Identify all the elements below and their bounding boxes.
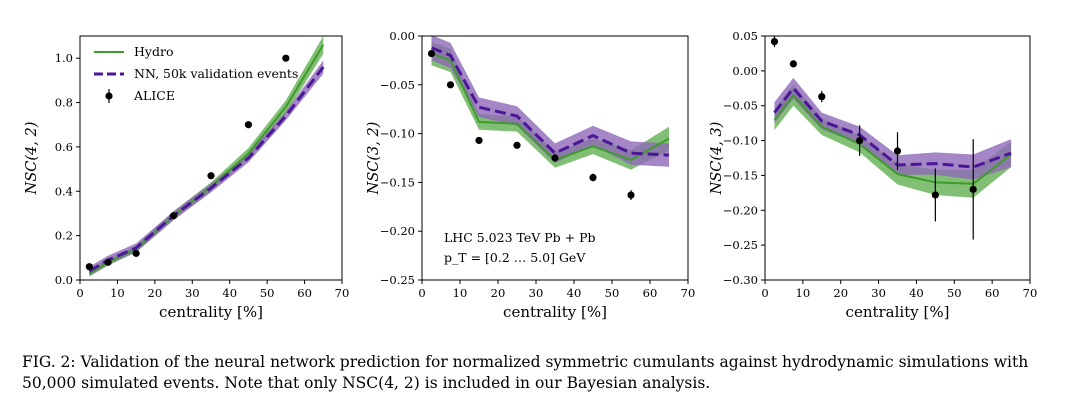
panel-nsc32-ytick-label: −0.05: [380, 78, 415, 92]
panel-nsc42-alice-point: [207, 172, 215, 180]
panel-nsc43-xtick-label: 40: [909, 286, 924, 300]
panel-nsc42-xtick-label: 70: [335, 286, 350, 300]
panel-nsc32-alice-point: [551, 154, 559, 162]
panel-nsc43-alice-point: [931, 191, 939, 199]
panel-nsc43-ytick-label: −0.25: [723, 238, 758, 252]
panel-nsc32-ytick-label: −0.15: [380, 175, 415, 189]
panel-nsc32-alice-point: [446, 81, 455, 89]
panel-nsc42-nn-line: [88, 66, 325, 273]
panel-nsc32-frame: [421, 35, 689, 281]
panel-nsc42-xtick-label: 0: [76, 286, 83, 300]
panel-nsc32-alice-point: [627, 191, 635, 199]
panel-nsc42-ytick-label: 1.0: [55, 51, 73, 65]
panel-nsc42-alice-point: [244, 121, 253, 129]
legend-label: NN, 50k validation events: [134, 66, 298, 81]
panel-nsc43-alice-point: [789, 60, 797, 68]
panel-nsc43-hydro-line: [773, 93, 1012, 185]
panel-nsc43-xtick-label: 60: [985, 286, 1000, 300]
panel-nsc32-xtick-label: 20: [491, 286, 506, 300]
panel-nsc42-ytick-label: 0.2: [55, 229, 73, 243]
panel-nsc43-alice-point: [818, 93, 826, 101]
panel-nsc32-hydro-line: [431, 52, 670, 162]
panel-nsc42-nn-band: [89, 60, 324, 276]
panel-nsc43-ytick-label: −0.20: [723, 203, 758, 217]
panel-nsc32: 0 10 20 30 40 50 60 70 0.00 −0.05 −0.10 −0.15 −0.20 −…: [366, 29, 695, 321]
figure: 0 10 20 30 40 50 60 70 0.0 0.2 0.4 0.6 0.8 1.0 central…: [24, 29, 1037, 321]
panel-nsc32-xtick-label: 40: [567, 286, 582, 300]
panel-nsc42-xtick-label: 20: [148, 286, 163, 300]
panel-nsc43-alice-point: [856, 136, 864, 145]
panel-nsc42-hydro-line: [88, 44, 325, 275]
panel-nsc32-xtick-label: 10: [453, 286, 468, 300]
panel-nsc32-plot-area: [430, 36, 670, 170]
panel-nsc32-annotation-line2: p_T = [0.2 … 5.0] GeV: [444, 250, 586, 265]
panel-nsc32-alice-point: [513, 141, 521, 149]
panel-nsc43-xtick-label: 0: [761, 286, 768, 300]
panel-nsc42-ytick-label: 0.0: [55, 273, 73, 287]
panel-nsc42: 0 10 20 30 40 50 60 70 0.0 0.2 0.4 0.6 0.8 1.0 central…: [24, 35, 350, 321]
panel-nsc42-xtick-label: 50: [260, 286, 275, 300]
panel-nsc32-xtick-label: 70: [681, 286, 696, 300]
panel-nsc42-xtick-label: 10: [110, 286, 125, 300]
panel-nsc32-alice-point: [427, 49, 436, 58]
panel-nsc43-xtick-label: 70: [1023, 286, 1038, 300]
panel-nsc43-xtick-label: 10: [796, 286, 811, 300]
panel-nsc32-ytick-label: −0.25: [380, 273, 415, 287]
panel-nsc32-ytick-label: 0.00: [389, 29, 415, 43]
legend-label: ALICE: [133, 88, 175, 103]
panel-nsc42-alice-point: [85, 263, 93, 271]
panel-nsc32-ylabel: NSC(3, 2): [366, 122, 382, 196]
panel-nsc43-ylabel: NSC(4, 3): [709, 122, 725, 196]
panel-nsc42-frame: [79, 35, 343, 281]
panel-nsc43-alice-point: [969, 185, 977, 193]
panel-nsc42-alice-point: [169, 212, 178, 220]
panel-nsc42-alice-point: [132, 249, 140, 257]
panel-nsc42-ytick-label: 0.6: [55, 140, 73, 154]
panel-nsc43-xtick-label: 50: [947, 286, 962, 300]
panel-nsc43-ytick-label: 0.00: [732, 64, 758, 78]
panel-nsc42-ytick-label: 0.4: [55, 184, 73, 198]
panel-nsc43-ytick-label: −0.10: [723, 134, 758, 148]
panel-nsc32-nn-band: [431, 36, 669, 167]
panel-nsc42-ylabel: NSC(4, 2): [24, 122, 40, 196]
panel-nsc43-plot-area: [773, 77, 1012, 198]
panel-nsc43-xlabel: centrality [%]: [846, 303, 950, 321]
panel-nsc43-xtick-label: 30: [871, 286, 886, 300]
panel-nsc32-annotation-line1: LHC 5.023 TeV Pb + Pb: [444, 230, 596, 245]
panel-nsc43: 0 10 20 30 40 50 60 70 0.05 0.00 −0.05 −0.10 −0.15 −0…: [709, 29, 1037, 321]
panel-nsc43-nn-line: [773, 85, 1012, 169]
panel-nsc42-xtick-label: 40: [222, 286, 237, 300]
panel-nsc32-alice-point: [475, 136, 483, 145]
panel-nsc32-ytick-label: −0.10: [380, 127, 415, 141]
panel-nsc32-xtick-label: 60: [643, 286, 658, 300]
panel-nsc42-alice-point: [104, 258, 112, 266]
legend-alice-swatch: [105, 92, 113, 100]
panel-nsc32-ytick-label: −0.20: [380, 224, 415, 238]
panel-nsc32-xtick-label: 30: [529, 286, 544, 300]
panel-nsc43-ytick-label: −0.30: [723, 273, 758, 287]
panel-nsc43-xtick-label: 20: [833, 286, 848, 300]
panel-nsc42-xlabel: centrality [%]: [159, 303, 263, 321]
figure-canvas: 0 10 20 30 40 50 60 70 0.0 0.2 0.4 0.6 0.8 1.0 central…: [24, 29, 1037, 321]
panel-nsc32-xlabel: centrality [%]: [503, 303, 607, 321]
panel-nsc42-plot-area: [88, 36, 325, 277]
panel-nsc43-nn-band: [774, 77, 1012, 180]
panel-nsc43-alice-point: [893, 147, 902, 155]
panel-nsc32-alice-point: [589, 173, 597, 182]
panel-nsc42-xtick-label: 30: [185, 286, 200, 300]
panel-nsc42-ytick-label: 0.8: [55, 96, 73, 110]
panel-nsc42-xtick-label: 60: [297, 286, 312, 300]
legend-label: Hydro: [134, 44, 173, 59]
panel-nsc43-ytick-label: −0.05: [723, 99, 758, 113]
panel-nsc43-ytick-label: −0.15: [723, 168, 758, 182]
figure-caption: FIG. 2: Validation of the neural network…: [22, 353, 1029, 392]
panel-nsc32-nn-line: [430, 46, 670, 157]
panel-nsc42-alice-point: [282, 54, 290, 62]
panel-nsc43-ytick-label: 0.05: [732, 29, 758, 43]
panel-nsc32-xtick-label: 0: [418, 286, 425, 300]
panel-nsc43-alice-point: [770, 37, 779, 46]
panel-nsc32-xtick-label: 50: [605, 286, 620, 300]
panel-nsc43-frame: [764, 35, 1031, 281]
